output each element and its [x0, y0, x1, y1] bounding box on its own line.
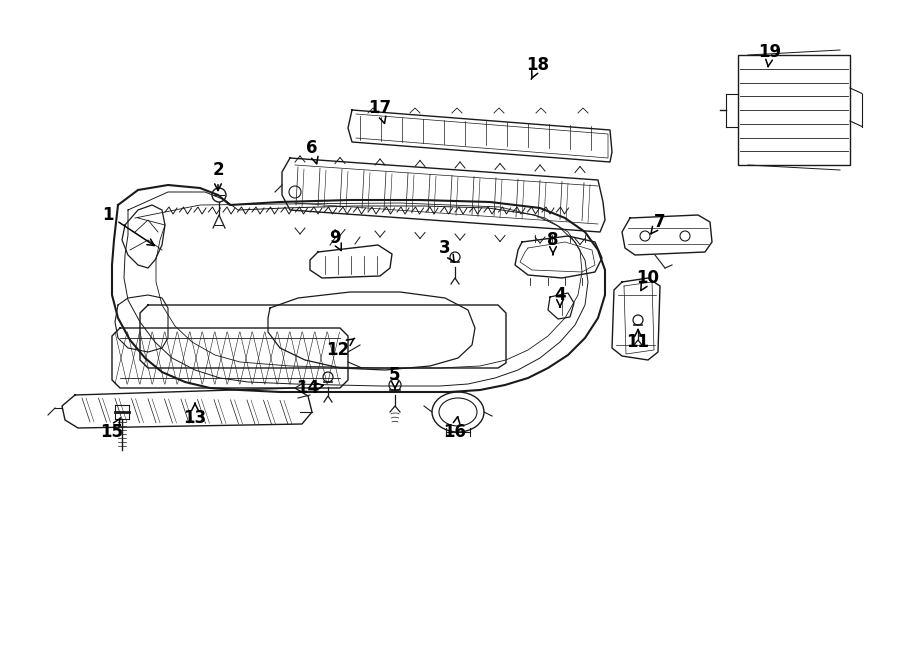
Text: 10: 10	[636, 269, 660, 291]
Text: 15: 15	[101, 418, 123, 441]
Text: 1: 1	[103, 206, 154, 245]
Text: 7: 7	[651, 213, 666, 234]
Text: 18: 18	[526, 56, 550, 79]
Text: 16: 16	[444, 416, 466, 441]
Text: 8: 8	[547, 231, 559, 254]
Text: 11: 11	[626, 329, 650, 351]
Text: 9: 9	[329, 229, 341, 251]
Text: 4: 4	[554, 286, 566, 307]
Text: 13: 13	[184, 403, 207, 427]
Text: 14: 14	[296, 379, 323, 397]
Text: 5: 5	[389, 366, 400, 389]
Text: 12: 12	[327, 338, 355, 359]
Text: 3: 3	[439, 239, 454, 262]
Text: 6: 6	[306, 139, 318, 164]
Text: 17: 17	[368, 99, 392, 124]
Text: 2: 2	[212, 161, 224, 190]
Text: 19: 19	[759, 43, 781, 67]
